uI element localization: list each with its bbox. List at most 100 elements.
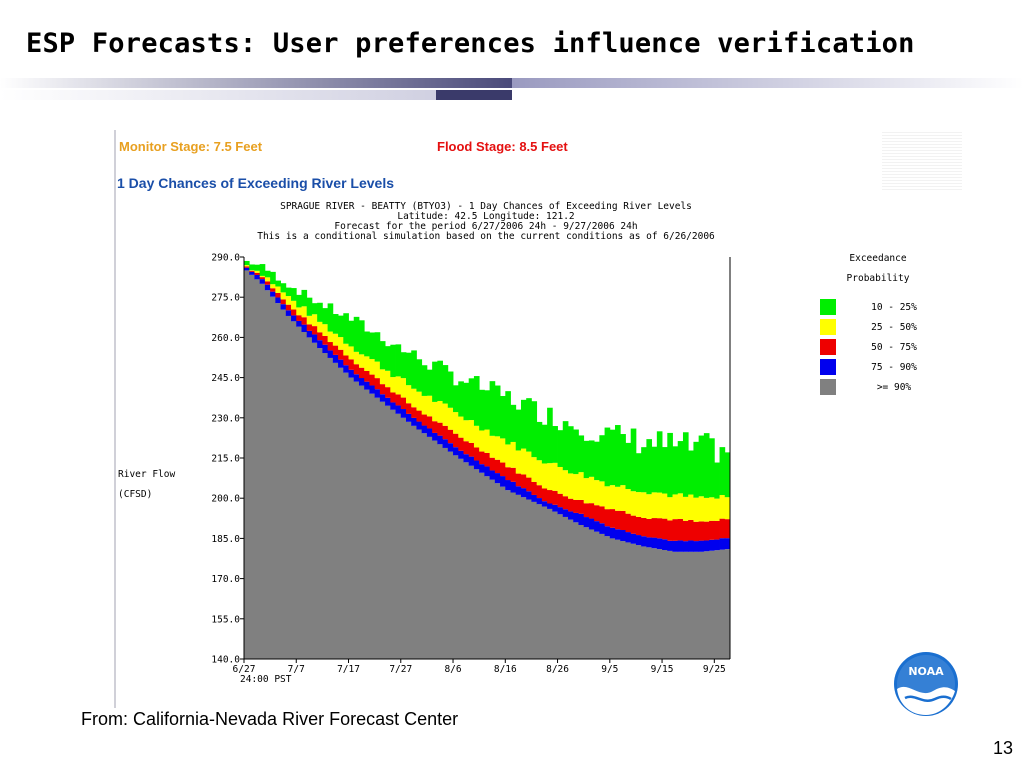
- exceedance-bar-segment: [364, 370, 370, 382]
- exceedance-bar-segment: [322, 308, 329, 325]
- chances-title: 1 Day Chances of Exceeding River Levels: [117, 175, 395, 191]
- exceedance-bar-segment: [646, 439, 653, 495]
- exceedance-bar-segment: [259, 283, 266, 659]
- exceedance-bar-segment: [369, 374, 376, 386]
- exceedance-bar-segment: [583, 527, 590, 659]
- chart-title-line: This is a conditional simulation based o…: [257, 231, 715, 242]
- exceedance-bar-segment: [285, 287, 292, 297]
- exceedance-bar-segment: [646, 494, 653, 519]
- exceedance-bar-segment: [552, 426, 558, 463]
- exceedance-bar-segment: [390, 402, 396, 410]
- exceedance-bar-segment: [656, 492, 663, 519]
- exceedance-bar-segment: [536, 460, 543, 486]
- exceedance-bar-segment: [526, 499, 532, 659]
- exceedance-bar-segment: [500, 486, 506, 659]
- x-tick-label: 8/26: [546, 664, 569, 675]
- exceedance-bar-segment: [458, 450, 464, 459]
- exceedance-bar-segment: [473, 376, 480, 426]
- exceedance-bar-segment: [400, 378, 407, 398]
- exceedance-bar-segment: [442, 425, 449, 440]
- exceedance-bar-segment: [338, 359, 344, 368]
- exceedance-bar-segment: [442, 365, 449, 404]
- exceedance-bar-segment: [385, 370, 391, 388]
- exceedance-bar-segment: [395, 413, 402, 659]
- exceedance-bar-segment: [719, 495, 726, 519]
- exceedance-bar-segment: [682, 551, 689, 659]
- exceedance-bar-segment: [343, 355, 349, 366]
- exceedance-bar-segment: [348, 377, 355, 659]
- exceedance-bar-segment: [578, 525, 585, 659]
- exceedance-bar-segment: [552, 462, 558, 491]
- exceedance-bar-segment: [552, 504, 558, 512]
- x-tick-label: 6/27: [233, 664, 256, 675]
- exceedance-bar-segment: [416, 429, 423, 659]
- exceedance-bar-segment: [698, 435, 705, 497]
- exceedance-bar-segment: [625, 542, 632, 659]
- flood-stage-label: Flood Stage: 8.5 Feet: [437, 139, 568, 154]
- exceedance-bar-segment: [557, 466, 564, 494]
- exceedance-bar-segment: [249, 271, 255, 275]
- exceedance-bar-segment: [515, 486, 522, 495]
- exceedance-bar-segment: [573, 522, 579, 659]
- exceedance-bar-segment: [594, 441, 600, 481]
- legend-label: 75 - 90%: [871, 362, 917, 373]
- exceedance-bar-segment: [510, 441, 517, 468]
- exceedance-bar-segment: [630, 428, 637, 492]
- exceedance-bar-segment: [426, 436, 433, 659]
- exceedance-bar-segment: [421, 414, 428, 426]
- exceedance-bar-segment: [348, 320, 355, 347]
- exceedance-bar-segment: [526, 451, 532, 478]
- exceedance-bar-segment: [489, 479, 496, 659]
- x-tick-label: 8/16: [494, 664, 517, 675]
- exceedance-bar-segment: [609, 527, 616, 539]
- exceedance-bar-segment: [688, 494, 694, 520]
- exceedance-bar-segment: [306, 315, 313, 325]
- exceedance-bar-segment: [311, 342, 318, 659]
- exceedance-bar-segment: [583, 517, 590, 528]
- exceedance-bar-segment: [332, 354, 339, 363]
- exceedance-bar-segment: [693, 497, 700, 522]
- exceedance-bar-segment: [353, 364, 360, 375]
- exceedance-bar-segment: [327, 303, 334, 332]
- exceedance-bar-segment: [604, 536, 611, 659]
- exceedance-bar-segment: [698, 551, 705, 659]
- chart-legend: Exceedance Probability 10 - 25% 25 - 50% 50 …: [820, 253, 917, 395]
- exceedance-bar-segment: [510, 467, 517, 482]
- exceedance-bar-segment: [515, 473, 522, 487]
- exceedance-bar-segment: [280, 292, 287, 300]
- plot-area: [244, 260, 731, 659]
- exceedance-bar-segment: [322, 344, 329, 354]
- exceedance-bar-segment: [562, 496, 569, 510]
- exceedance-bar-segment: [348, 359, 355, 370]
- exceedance-bar-segment: [447, 407, 454, 430]
- exceedance-bar-segment: [547, 463, 553, 491]
- exceedance-bar-segment: [672, 540, 679, 552]
- legend-swatch: [820, 339, 836, 355]
- exceedance-bar-segment: [578, 435, 585, 473]
- exceedance-bar-segment: [458, 458, 464, 659]
- source-credit: From: California-Nevada River Forecast C…: [81, 709, 459, 729]
- exceedance-bar-segment: [630, 491, 637, 516]
- legend-label: >= 90%: [877, 382, 912, 393]
- exceedance-bar-segment: [432, 421, 438, 433]
- exceedance-bar-segment: [249, 270, 255, 272]
- exceedance-bar-segment: [395, 394, 402, 406]
- exceedance-bar-segment: [557, 507, 564, 515]
- legend-swatch: [820, 299, 836, 315]
- exceedance-bar-segment: [327, 331, 334, 343]
- exceedance-bar-segment: [588, 529, 595, 659]
- exceedance-bar-segment: [374, 378, 381, 390]
- exceedance-bar-segment: [421, 365, 428, 396]
- exceedance-bar-segment: [473, 460, 480, 470]
- exceedance-bar-segment: [698, 540, 705, 552]
- exceedance-bar-segment: [620, 530, 626, 542]
- exceedance-bar-segment: [301, 289, 308, 307]
- exceedance-bar-segment: [651, 492, 658, 519]
- exceedance-bar-segment: [463, 462, 470, 659]
- exceedance-bar-segment: [317, 302, 323, 322]
- exceedance-bar-segment: [244, 270, 250, 659]
- exceedance-bar-segment: [599, 481, 605, 507]
- exceedance-bar-segment: [400, 352, 407, 379]
- exceedance-bar-segment: [677, 493, 684, 519]
- exceedance-bar-segment: [447, 443, 454, 452]
